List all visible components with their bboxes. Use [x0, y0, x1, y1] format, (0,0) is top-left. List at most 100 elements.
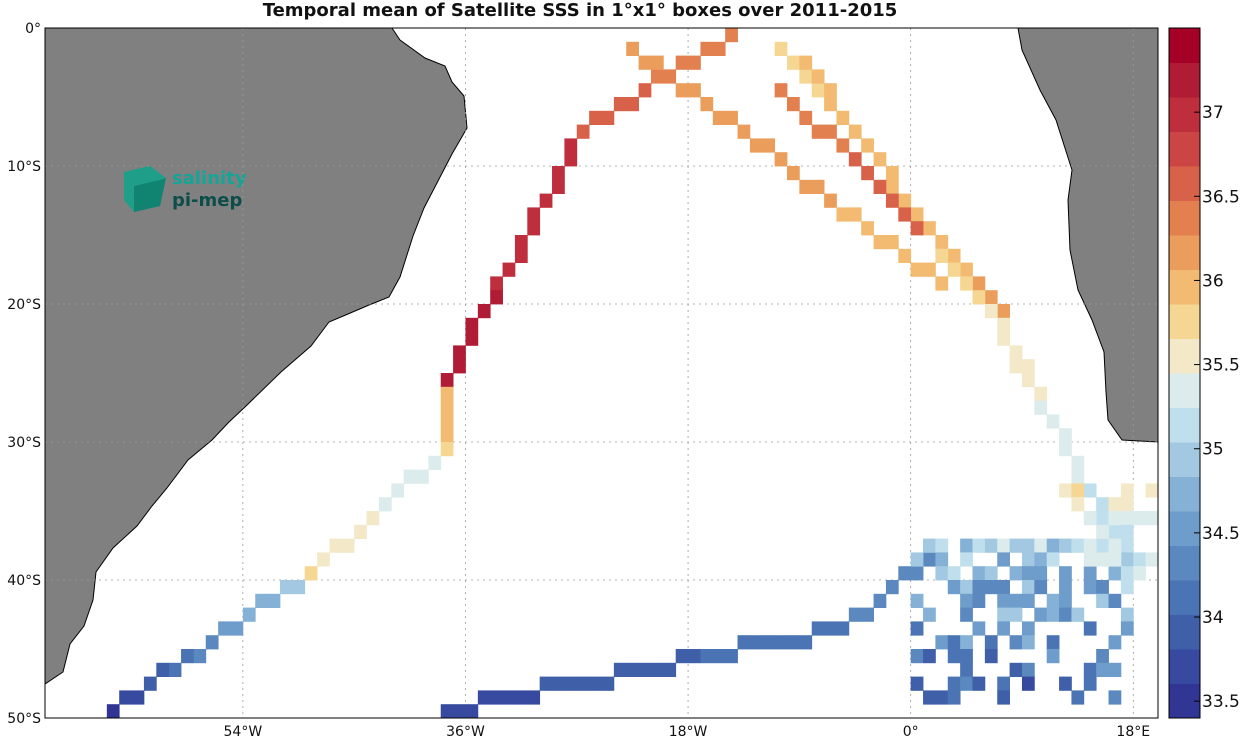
sss-box [267, 593, 281, 608]
sss-box [1120, 552, 1134, 567]
lon-tick-label: 18°E [1116, 724, 1150, 740]
sss-box [576, 124, 590, 139]
sss-box [490, 290, 503, 305]
sss-box [440, 400, 454, 415]
sss-box [1096, 649, 1109, 664]
sss-box [688, 83, 701, 98]
sss-box [1034, 386, 1048, 401]
colorbar-tick-label: 33.5 [1202, 692, 1240, 712]
sss-box [960, 580, 973, 595]
sss-box [230, 621, 244, 636]
sss-box [1034, 400, 1048, 415]
colorbar-tick-label: 36 [1202, 271, 1224, 291]
lon-tick-label: 0° [903, 724, 919, 740]
salinity-pi-mep-logo: salinity pi-mep [124, 166, 247, 212]
sss-box [1108, 566, 1122, 581]
sss-box [972, 580, 986, 595]
graticule [45, 28, 1158, 718]
land-africa [1017, 28, 1158, 443]
sss-box [1059, 607, 1072, 622]
sss-box [1108, 497, 1122, 512]
sss-box [972, 290, 986, 305]
sss-box [997, 690, 1010, 705]
sss-box [378, 497, 392, 512]
sss-box [527, 221, 541, 236]
sss-box [997, 580, 1010, 595]
sss-box [477, 690, 491, 705]
sss-box [453, 704, 466, 718]
sss-box [997, 317, 1010, 332]
sss-box [1083, 511, 1097, 526]
colorbar-tick-label: 34.5 [1202, 524, 1240, 544]
sss-box [1071, 607, 1085, 622]
sss-box [960, 635, 973, 650]
sss-box [1108, 593, 1122, 608]
sss-box [997, 538, 1010, 553]
sss-box [502, 262, 516, 277]
colorbar-tick-label: 37 [1202, 103, 1224, 123]
sss-box [1046, 552, 1060, 567]
sss-box [490, 276, 503, 291]
sss-box [1108, 524, 1122, 539]
sss-box [1059, 580, 1072, 595]
colorbar-segment [1169, 338, 1200, 374]
sss-box [861, 166, 874, 181]
sss-box [1021, 676, 1035, 691]
sss-box [774, 152, 788, 167]
sss-box [1133, 566, 1147, 581]
sss-box [1021, 593, 1035, 608]
sss-box [910, 649, 924, 664]
sss-box [1009, 593, 1023, 608]
sss-box [292, 580, 306, 595]
sss-box [1083, 621, 1097, 636]
sss-box [997, 607, 1010, 622]
sss-box [354, 524, 367, 539]
sss-box [1059, 566, 1072, 581]
sss-box [576, 676, 590, 691]
sss-box [774, 83, 788, 98]
sss-box [898, 566, 912, 581]
sss-box [626, 662, 639, 677]
sss-box [824, 97, 837, 112]
sss-box [787, 635, 800, 650]
sss-box [502, 690, 516, 705]
sss-box [762, 635, 776, 650]
colorbar-segment [1169, 407, 1200, 443]
sss-box [1096, 662, 1109, 677]
sss-box [947, 248, 961, 263]
colorbar-segment [1169, 62, 1200, 98]
sss-box [527, 690, 541, 705]
sss-box [440, 414, 454, 429]
sss-box [984, 635, 998, 650]
sss-box [1071, 497, 1085, 512]
sss-box [1046, 635, 1060, 650]
sss-box [1059, 676, 1072, 691]
sss-box [997, 621, 1010, 636]
sss-box [1145, 483, 1158, 498]
sss-box [1021, 538, 1035, 553]
sss-box [1021, 662, 1035, 677]
sss-box [861, 607, 874, 622]
sss-box [1145, 552, 1158, 567]
sss-box [514, 248, 528, 263]
sss-box [453, 359, 466, 374]
sss-box [910, 566, 924, 581]
sss-box [960, 538, 973, 553]
sss-box [1009, 538, 1023, 553]
sss-box [514, 235, 528, 250]
colorbar-frame [1168, 27, 1201, 719]
colorbar-segment [1169, 649, 1200, 684]
longitude-tick-labels: 54°W 36°W 18°W 0° 18°E [224, 724, 1151, 740]
sss-box [997, 304, 1010, 319]
sss-box [601, 110, 615, 125]
sss-box [725, 649, 738, 664]
sss-box [885, 193, 899, 208]
sss-box [1071, 538, 1085, 553]
sss-box [836, 138, 850, 153]
sss-box [935, 552, 949, 567]
sss-box [848, 152, 862, 167]
sss-box [935, 690, 949, 705]
sss-box [1021, 566, 1035, 581]
latitude-tick-labels: 0° 10°S 20°S 30°S 40°S 50°S [7, 21, 41, 727]
sss-box [1096, 497, 1109, 512]
